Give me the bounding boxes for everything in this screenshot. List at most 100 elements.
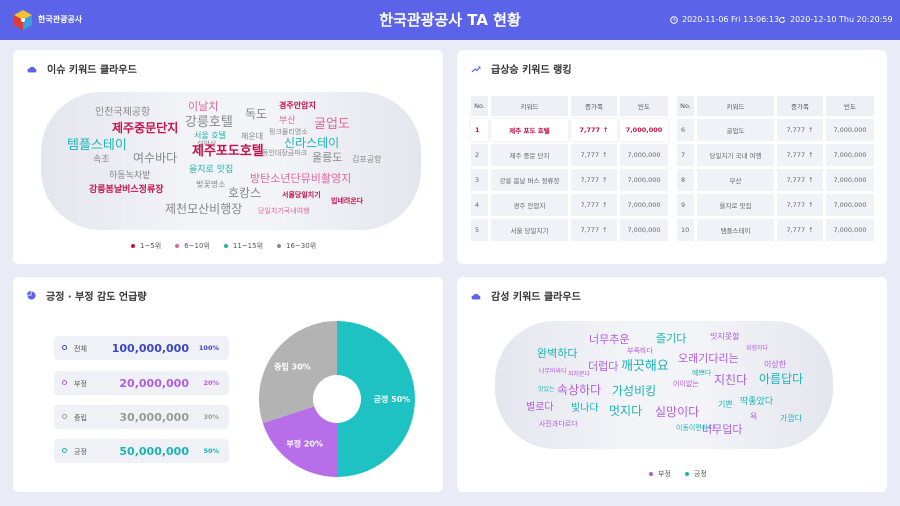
sentiment-row[interactable]: 긍정 50,000,000 50% [54,439,229,463]
cloud-word[interactable]: 사진과다르다 [539,420,578,428]
rank-number: 2 [471,144,488,166]
table-row[interactable]: 4 경주 안압지 7,777 ↑ 7,000,000 [471,194,668,216]
rank-increase: 7,777 ↑ [777,194,823,216]
cloud-word[interactable]: 울릉도 [312,151,343,164]
rank-number: 10 [677,219,694,241]
pie-slice[interactable] [262,406,337,477]
arrow-up-icon: ↑ [808,226,814,234]
cloud-word[interactable]: 이동이편하다 [676,424,715,432]
cloud-word[interactable]: 지저분다 [568,371,591,378]
refresh-icon [779,16,785,23]
cloud-word[interactable]: 여수바다 [133,151,178,165]
cloud-word[interactable]: 호캉스 [228,186,262,200]
cloud-word[interactable]: 서울 호텔 [194,131,226,140]
cloud-word[interactable]: 실망이다 [655,405,700,419]
cloud-word[interactable]: 제천모산비행장 [165,202,243,216]
cloud-word[interactable]: 빛나다 [571,403,599,414]
cloud-word[interactable]: 제주포도호텔 [192,144,264,159]
cloud-word[interactable]: 핑크뮬리명소 [269,128,308,136]
cloud-word[interactable]: 너무추운 [589,333,630,346]
cloud-word[interactable]: 방탄소년단뮤비촬영지 [250,172,352,185]
cloud-word[interactable]: 별로다 [526,402,554,413]
cloud-word[interactable]: 즐기다 [656,332,687,345]
col-keyword: 키워드 [491,96,568,116]
cloud-word[interactable]: 강릉봄날버스정류장 [89,185,164,195]
cloud-word[interactable]: 아름답다 [759,372,804,386]
cloud-word[interactable]: 멋지다 [609,404,643,418]
cloud-word[interactable]: 템플스테이 [67,138,127,153]
cloud-word[interactable]: 완벽하다 [537,347,578,360]
cloud-word[interactable]: 인천국제공항 [95,107,151,118]
table-row[interactable]: 2 제주 중문 단지 7,777 ↑ 7,000,000 [471,144,668,166]
legend-dot-icon [684,472,689,476]
cloud-word[interactable]: 너무비싸다 [539,368,567,375]
cloud-word[interactable]: 예쁘다 [692,369,712,377]
sentiment-label: 부정 [74,380,87,388]
rank-keyword: 서울 당일치기 [491,219,568,241]
table-row[interactable]: 10 템플스테이 7,777 ↑ 7,000,000 [677,219,874,241]
cloud-word[interactable]: 독도 [245,107,268,121]
table-row[interactable]: 7 당일치기 국내 여행 7,777 ↑ 7,000,000 [677,144,874,166]
cloud-word[interactable]: 욕 [750,412,758,421]
table-row[interactable]: 3 강릉 봄날 버스 정류장 7,777 ↑ 7,000,000 [471,169,668,191]
rank-number: 1 [471,119,488,141]
cloud-word[interactable]: 굴업도 [314,117,350,132]
table-row[interactable]: 8 부산 7,777 ↑ 7,000,000 [677,169,874,191]
cloud-word[interactable]: 위험하다 [746,345,769,352]
sentiment-row[interactable]: 전체 100,000,000 100% [54,336,229,360]
cloud-word[interactable]: 속상하다 [557,383,602,397]
top-header: 한국관광공사 한국관광공사 TA 현황 2020-11-06 Fri 13:06… [0,0,900,40]
cloud-word[interactable]: 해운대 [241,132,264,141]
sentiment-percent: 30% [203,413,219,421]
cloud-word[interactable]: 제주중문단지 [112,121,179,135]
cloud-word[interactable]: 기쁜 [718,400,733,409]
ranking-title: 급상승 키워드 랭킹 [471,61,572,76]
rank-number: 5 [471,219,488,241]
cloud-word[interactable]: 가깝다 [780,414,803,423]
cloud-word[interactable]: 을지로 맛집 [189,165,234,175]
cloud-word[interactable]: 경주안압지 [279,101,316,110]
cloud-word[interactable]: 너무덥다 [702,423,743,436]
cloud-word[interactable]: 부산 [279,116,296,126]
col-no: No. [471,96,488,116]
arrow-up-icon: ↑ [808,201,814,209]
sentiment-label: 전체 [74,345,87,353]
rank-keyword: 제주 중문 단지 [491,144,568,166]
rank-increase: 7,777 ↑ [571,169,617,191]
cloud-word[interactable]: 어이없는 [673,380,699,388]
pie-slice[interactable] [259,321,337,424]
cloud-word[interactable]: 부족하다 [627,347,653,355]
pie-slice-label: 부정 20% [286,438,323,448]
sentiment-row[interactable]: 부정 20,000,000 20% [54,371,229,395]
table-row[interactable]: 6 굴업도 7,777 ↑ 7,000,000 [677,119,874,141]
sentiment-percent: 20% [203,379,219,387]
cloud-word[interactable]: 빕네려온다 [331,197,364,205]
cloud-word[interactable]: 이날치 [188,100,219,113]
cloud-word[interactable]: 딱좋았다 [740,397,774,407]
cloud-word[interactable]: 설악산 [197,140,217,148]
cloud-word[interactable]: 깨끗해요 [621,359,669,374]
cloud-word[interactable]: 하동녹차밭 [109,171,151,181]
cloud-word[interactable]: 밋지못할 [710,332,740,341]
cloud-word[interactable]: 동인대장금파크 [262,149,308,157]
cloud-word[interactable]: 당일치기국내여행 [258,207,310,215]
cloud-word[interactable]: 더럽다 [588,360,619,373]
rank-increase: 7,777 ↑ [777,169,823,191]
cloud-word[interactable]: 김포공항 [352,155,382,164]
cloud-word[interactable]: 서울당일치기 [282,191,321,199]
table-row[interactable]: 9 을지로 맛집 7,777 ↑ 7,000,000 [677,194,874,216]
rank-number: 3 [471,169,488,191]
sentiment-row[interactable]: 중립 30,000,000 30% [54,405,229,429]
table-row[interactable]: 1 제주 포도 호텔 7,777 ↑ 7,000,000 [471,119,668,141]
table-row[interactable]: 5 서울 당일치기 7,777 ↑ 7,000,000 [471,219,668,241]
cloud-word[interactable]: 지친다 [714,373,748,387]
cloud-word[interactable]: 맛있는 [538,386,555,393]
cloud-word[interactable]: 오래기다리는 [678,352,739,365]
cloud-word[interactable]: 이상한 [764,360,787,369]
cloud-word[interactable]: 속초 [93,155,110,165]
pie-slice[interactable] [337,321,415,477]
cloud-word[interactable]: 벚꽃명소 [196,180,226,189]
cloud-word[interactable]: 강릉호텔 [185,115,233,130]
cloud-word[interactable]: 가성비킹 [612,384,657,398]
cloud-word[interactable]: 신라스테이 [284,136,340,150]
